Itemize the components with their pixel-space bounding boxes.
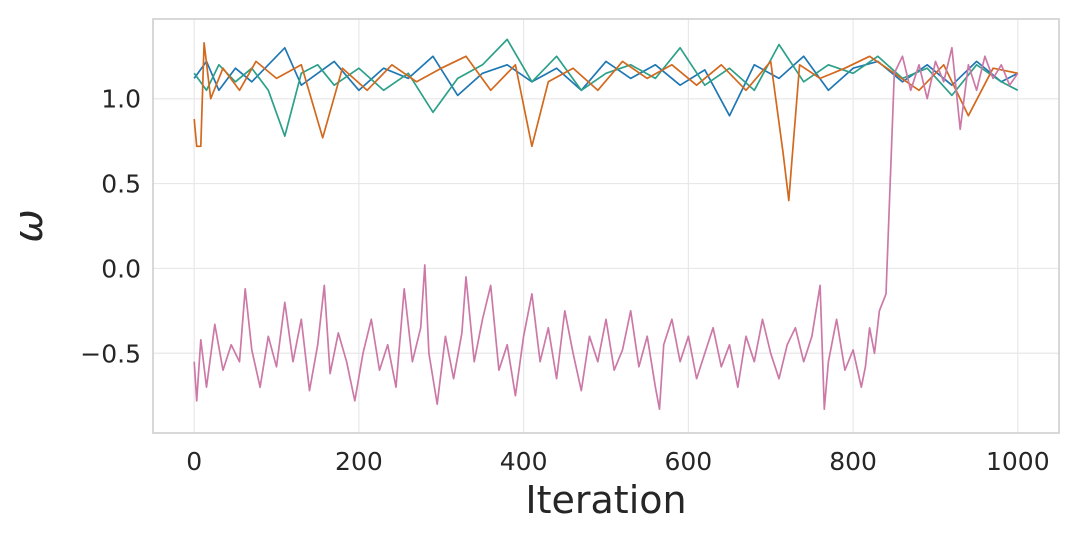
series-line-3	[193, 41, 1018, 202]
x-tick-label: 1000	[986, 447, 1050, 476]
x-tick-label: 200	[335, 447, 383, 476]
y-tick-label: −0.5	[80, 339, 141, 368]
x-axis-label: Iteration	[525, 478, 686, 522]
y-tick-label: 1.0	[101, 85, 141, 114]
series-group	[193, 38, 1019, 411]
series-line-4	[193, 46, 1019, 411]
x-tick-label: 0	[186, 447, 202, 476]
x-tick-label: 400	[500, 447, 548, 476]
grid	[153, 19, 1059, 433]
y-tick-labels: −0.5 0.0 0.5 1.0	[80, 85, 141, 369]
plot-frame	[152, 18, 1060, 434]
x-tick-label: 600	[665, 447, 713, 476]
y-tick-label: 0.0	[101, 254, 141, 283]
series-line-1	[193, 46, 1019, 117]
y-axis-label: ω	[6, 209, 52, 243]
x-tick-label: 800	[829, 447, 877, 476]
x-tick-labels: 0 200 400 600 800 1000	[186, 447, 1049, 476]
y-tick-label: 0.5	[101, 170, 141, 199]
